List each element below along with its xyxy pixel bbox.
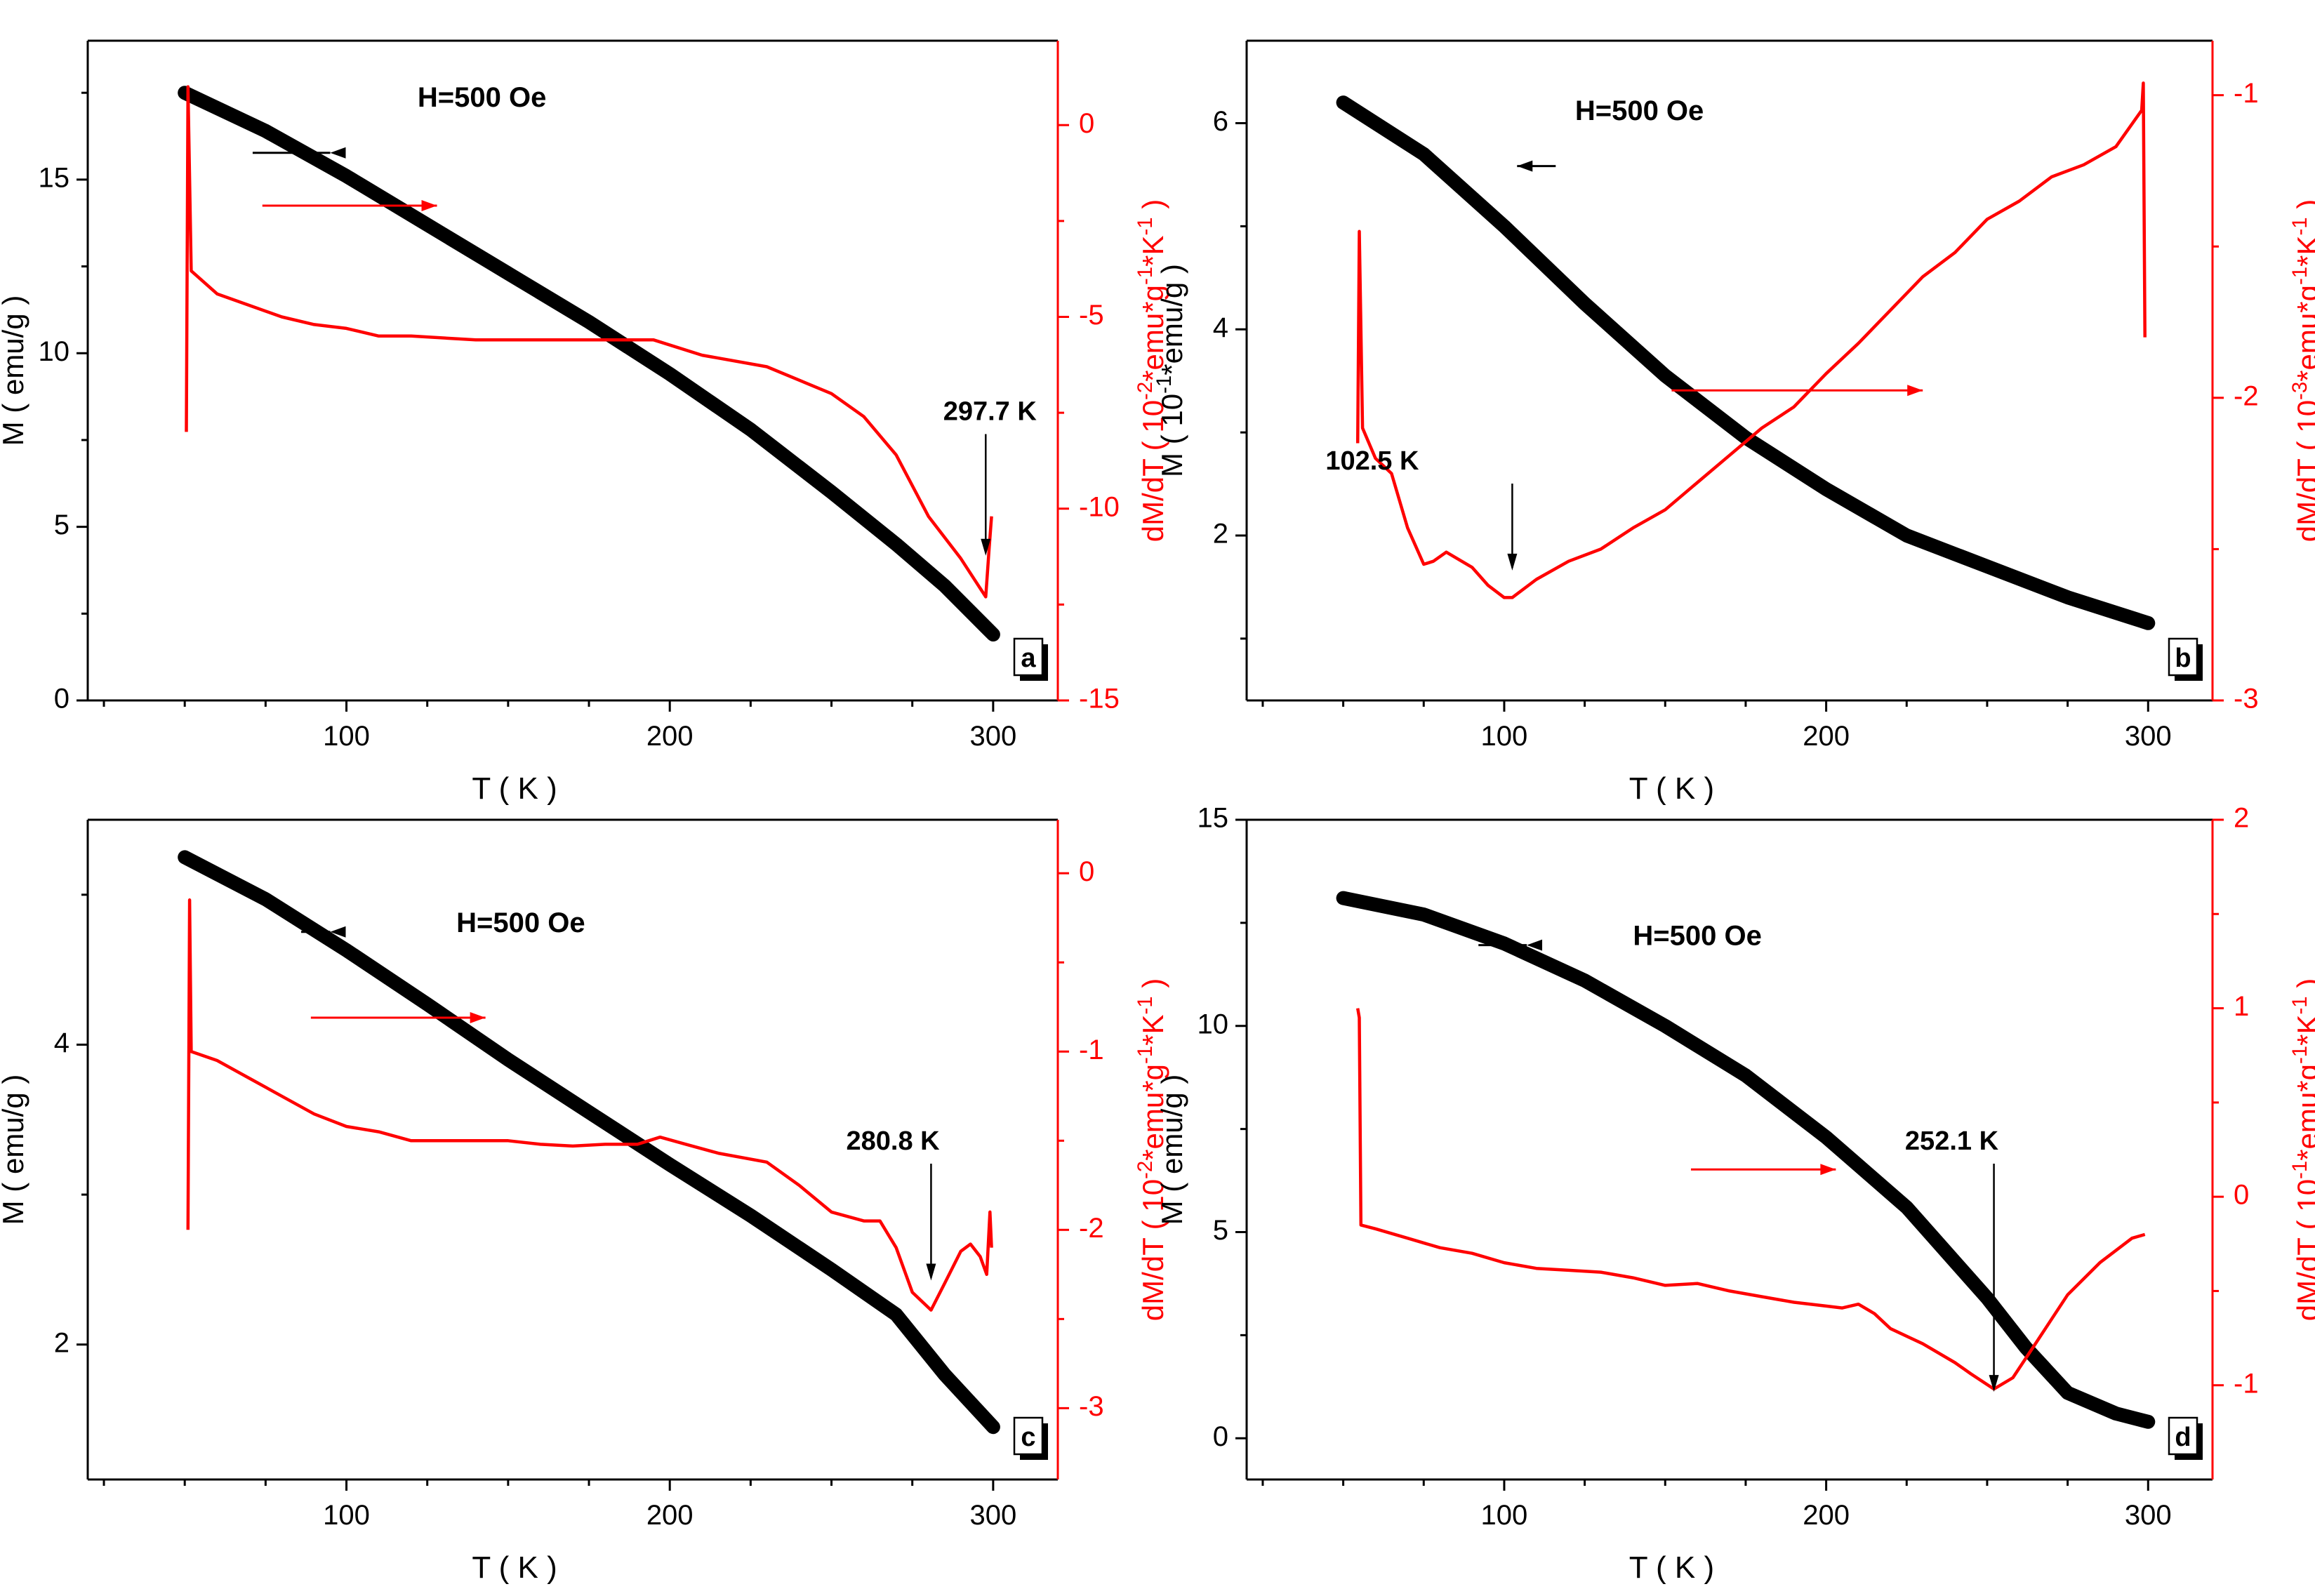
x-tick-label: 300	[2125, 1500, 2172, 1531]
y2-axis-label: dM/dT ( 10-1*emu*g-1*K-1 )	[2288, 978, 2315, 1322]
field-label: H=500 Oe	[456, 907, 585, 938]
panel-badge	[2168, 1416, 2198, 1456]
panel-letter: b	[2175, 644, 2191, 673]
panel-b: 100 200 300 2 4 6 -3 -2 -1 T ( K ) M ( 10-1*emu/g …	[1153, 39, 2315, 806]
x-tick-label: 100	[323, 721, 370, 752]
x-axis-label: T ( K )	[1629, 1550, 1714, 1585]
annotation-arrow-head	[981, 538, 991, 556]
right-arrow-head	[1907, 385, 1923, 397]
y2-tick-label: -3	[1079, 1391, 1104, 1422]
annotation-arrow-head	[1507, 553, 1518, 571]
magnetization-curve	[178, 850, 1000, 1435]
derivative-curve	[1355, 1008, 2146, 1391]
y-tick-label: 15	[39, 162, 70, 193]
left-arrow-head	[330, 926, 346, 938]
x-tick-label: 200	[646, 721, 694, 752]
y2-axis-label: dM/dT ( 10-2*emu*g-1*K-1 )	[1134, 978, 1170, 1322]
panel-letter: c	[1021, 1423, 1035, 1452]
field-label: H=500 Oe	[1633, 921, 1761, 952]
x-tick-label: 300	[2125, 721, 2172, 752]
x-axis-label: T ( K )	[1629, 771, 1714, 806]
y-tick-label: 2	[1213, 519, 1228, 550]
y-tick-label: 2	[54, 1327, 69, 1358]
x-tick-label: 100	[1481, 1500, 1528, 1531]
temperature-annotation: 280.8 K	[847, 1126, 941, 1156]
panel-badge	[1013, 1416, 1044, 1456]
panel-badge	[2168, 637, 2198, 677]
y-tick-label: 4	[54, 1028, 69, 1058]
y2-tick-label: -1	[2234, 78, 2259, 109]
field-label: H=500 Oe	[1575, 95, 1704, 126]
right-arrow-head	[470, 1012, 486, 1023]
y-tick-label: 4	[1213, 312, 1228, 343]
annotation-arrow-head	[926, 1263, 936, 1281]
y2-tick-label: -10	[1079, 491, 1120, 522]
temperature-annotation: 252.1 K	[1905, 1126, 1999, 1156]
y-tick-label: 5	[54, 510, 69, 540]
y2-axis-label: dM/dT ( 10-3*emu*g-1*K-1 )	[2288, 199, 2315, 543]
derivative-curve	[186, 898, 993, 1312]
derivative-curve	[185, 85, 993, 599]
x-tick-label: 300	[969, 1500, 1016, 1531]
y2-tick-label: -1	[2234, 1368, 2259, 1399]
magnetization-curve	[178, 86, 1000, 641]
y-axis-label: M ( emu/g )	[0, 1075, 29, 1225]
y2-tick-label: -2	[1079, 1213, 1104, 1244]
y-axis-label: M ( 10-1*emu/g )	[1153, 264, 1189, 477]
x-tick-label: 100	[323, 1500, 370, 1531]
y-tick-label: 0	[54, 684, 69, 714]
panel-letter: a	[1021, 644, 1036, 673]
x-tick-label: 200	[1803, 721, 1850, 752]
y-tick-label: 0	[1213, 1421, 1228, 1452]
panel-badge	[1013, 637, 1044, 677]
left-arrow-head	[1527, 939, 1543, 951]
x-axis-label: T ( K )	[472, 1550, 557, 1585]
y-tick-label: 15	[1198, 803, 1229, 834]
y2-tick-label: -3	[2234, 684, 2259, 714]
y-tick-label: 10	[39, 336, 70, 367]
y2-tick-label: 1	[2234, 991, 2249, 1022]
panel-a: 100 200 300 0 5 10 15 -15 -10 -5 0 T ( K ) M ( emu/g…	[0, 39, 1170, 806]
x-tick-label: 300	[969, 721, 1016, 752]
annotation-arrow-head	[1989, 1375, 1999, 1392]
x-axis-label: T ( K )	[472, 771, 557, 806]
magnetization-curve	[1336, 891, 2156, 1429]
temperature-annotation: 102.5 K	[1325, 446, 1419, 476]
left-arrow-head	[1517, 160, 1533, 172]
panel-c: 100 200 300 2 4 -3 -2 -1 0 T ( K ) M ( emu/g ) dM/d…	[0, 818, 1170, 1585]
field-label: H=500 Oe	[418, 82, 546, 113]
panel-letter: d	[2175, 1423, 2191, 1452]
y-axis-label: M ( emu/g )	[0, 295, 29, 446]
left-arrow-head	[330, 147, 346, 159]
right-arrow-head	[1820, 1164, 1836, 1176]
y2-tick-label: -2	[2234, 380, 2259, 411]
right-arrow-head	[421, 200, 437, 211]
y2-tick-label: 0	[1079, 856, 1094, 887]
y2-tick-label: -5	[1079, 300, 1104, 331]
y2-tick-label: 0	[2234, 1180, 2249, 1211]
derivative-curve	[1355, 81, 2147, 599]
y2-tick-label: 2	[2234, 803, 2249, 834]
x-tick-label: 100	[1481, 721, 1528, 752]
x-tick-label: 200	[646, 1500, 694, 1531]
x-tick-label: 200	[1803, 1500, 1850, 1531]
y2-axis-label: dM/dT ( 10-2*emu*g-1*K-1 )	[1134, 199, 1170, 543]
panel-d: 100 200 300 0 5 10 15 -1 0 1 2 T ( K ) M ( emu/g ) dM…	[1155, 803, 2315, 1585]
magnetization-curve	[1336, 95, 2156, 630]
y2-tick-label: -1	[1079, 1035, 1104, 1065]
y-tick-label: 10	[1198, 1009, 1229, 1039]
y2-tick-label: -15	[1079, 684, 1120, 714]
y-tick-label: 5	[1213, 1215, 1228, 1246]
temperature-annotation: 297.7 K	[943, 397, 1037, 427]
y-axis-label: M ( emu/g )	[1155, 1075, 1188, 1225]
y2-tick-label: 0	[1079, 108, 1094, 139]
y-tick-label: 6	[1213, 106, 1228, 137]
